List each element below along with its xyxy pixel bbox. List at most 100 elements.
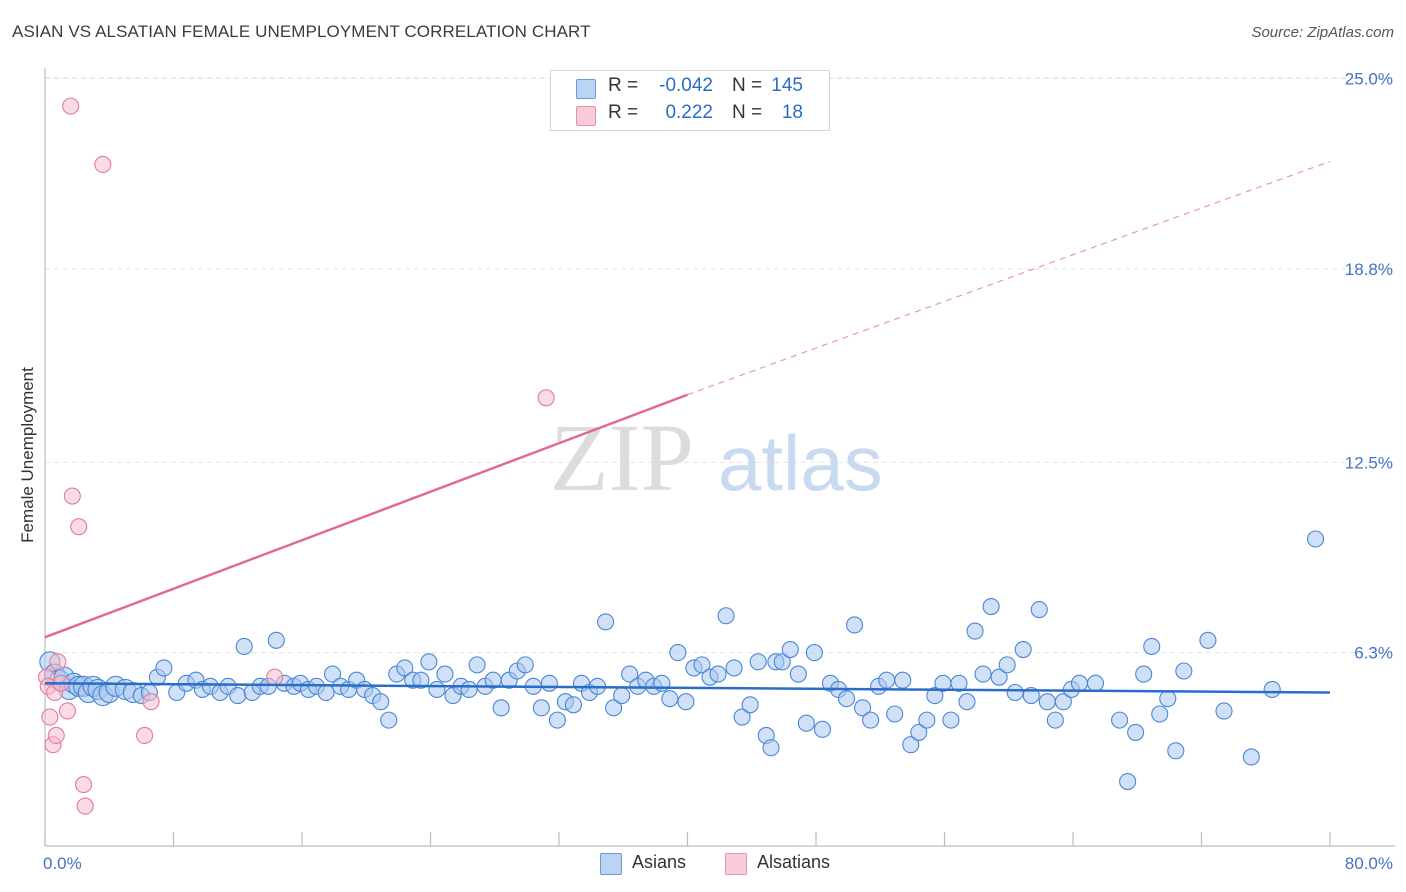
asian-point xyxy=(1111,711,1129,729)
asians-n-value: 145 xyxy=(771,75,803,96)
asian-point xyxy=(950,674,968,692)
asian-point xyxy=(1054,693,1072,711)
asian-point xyxy=(974,665,992,683)
asian-point xyxy=(910,723,928,741)
asian-point xyxy=(1263,680,1281,698)
asian-point xyxy=(661,690,679,708)
asian-point xyxy=(468,656,486,674)
asian-point xyxy=(1006,683,1024,702)
asian-point xyxy=(990,668,1008,686)
alsatians-swatch xyxy=(576,106,596,126)
asians-r-value: -0.042 xyxy=(659,75,713,96)
alsatian-point xyxy=(62,97,80,115)
alsatians-n-value: 18 xyxy=(781,102,803,123)
asian-point xyxy=(693,656,711,674)
asian-point xyxy=(1159,690,1177,708)
asian-point xyxy=(564,696,583,714)
asian-point xyxy=(1167,742,1185,760)
alsatian-point xyxy=(70,518,88,536)
asian-point xyxy=(229,687,247,705)
asian-point xyxy=(323,665,342,683)
asian-point xyxy=(733,708,751,726)
asian-point xyxy=(540,674,558,692)
alsatians-legend-swatch xyxy=(725,853,747,875)
asian-point xyxy=(613,687,631,705)
asians-legend-swatch xyxy=(600,853,622,875)
y-tick-label-1: 12.5% xyxy=(1345,453,1393,472)
asian-point xyxy=(1127,723,1145,741)
asian-point xyxy=(436,665,454,683)
alsatian-point xyxy=(58,702,77,720)
asian-point xyxy=(854,699,872,717)
alsatian-point xyxy=(537,389,555,407)
asian-point xyxy=(1199,631,1217,649)
asian-point xyxy=(412,671,430,689)
asian-point xyxy=(267,631,285,649)
asian-point xyxy=(709,665,727,683)
asian-point xyxy=(717,607,735,625)
x-tick-label-max: 80.0% xyxy=(1345,854,1393,873)
asians-swatch xyxy=(576,79,596,99)
legend-row-alsatians: R = 0.222 N = 18 xyxy=(551,102,829,128)
asian-point xyxy=(902,736,920,754)
asian-point xyxy=(380,711,398,729)
gridlines xyxy=(45,77,1395,654)
asian-point xyxy=(998,656,1016,674)
alsatian-trendline-dashed xyxy=(687,160,1331,396)
asians-r-label: R = xyxy=(608,75,639,96)
asian-point xyxy=(781,640,799,659)
asian-point xyxy=(926,687,944,705)
asian-point xyxy=(1306,530,1325,548)
asian-points xyxy=(39,530,1325,791)
asian-point xyxy=(942,711,960,729)
alsatian-point xyxy=(41,708,59,726)
x-tick-label-min: 0.0% xyxy=(43,854,82,873)
asian-point xyxy=(1151,705,1169,723)
asian-point xyxy=(548,711,566,729)
alsatian-point xyxy=(63,487,81,505)
asian-point xyxy=(460,680,478,698)
watermark-zip: ZIP xyxy=(550,404,694,511)
asian-point xyxy=(492,699,510,717)
asian-point xyxy=(1143,637,1161,656)
asian-point xyxy=(1070,674,1088,692)
asian-point xyxy=(762,739,780,757)
asian-point xyxy=(1242,748,1260,766)
asian-point xyxy=(878,671,896,689)
asian-point xyxy=(1038,693,1056,711)
alsatian-points xyxy=(38,97,555,815)
alsatian-point xyxy=(75,776,93,794)
asian-point xyxy=(605,699,623,717)
y-tick-label-3: 25.0% xyxy=(1345,70,1393,89)
asian-point xyxy=(1014,640,1032,659)
asian-point xyxy=(958,693,976,711)
asian-point xyxy=(1119,772,1137,791)
asian-point xyxy=(1086,674,1105,692)
asian-point xyxy=(516,656,534,674)
y-tick-label-2: 18.8% xyxy=(1345,260,1393,279)
chart-source: Source: ZipAtlas.com xyxy=(1251,24,1394,41)
asian-point xyxy=(1135,665,1153,683)
alsatians-n-label: N = xyxy=(732,102,763,123)
alsatian-point xyxy=(136,726,154,745)
asian-point xyxy=(1030,601,1048,619)
asian-point xyxy=(982,597,1000,616)
asian-point xyxy=(677,693,695,711)
asian-point xyxy=(1175,662,1193,680)
alsatian-point xyxy=(266,668,284,686)
asian-point xyxy=(789,665,807,683)
asian-point xyxy=(918,711,936,729)
asian-point xyxy=(1215,702,1233,720)
asian-point xyxy=(317,683,335,702)
alsatian-point xyxy=(94,155,112,174)
asian-point xyxy=(621,665,639,683)
asian-point xyxy=(1046,711,1064,729)
asian-point xyxy=(532,699,550,717)
alsatians-legend-label: Alsatians xyxy=(757,852,831,872)
trendlines xyxy=(44,160,1331,694)
legend-row-asians: R = -0.042 N = 145 xyxy=(551,75,829,101)
alsatians-r-label: R = xyxy=(608,102,639,123)
asian-point xyxy=(155,659,173,677)
asians-n-label: N = xyxy=(732,75,763,96)
